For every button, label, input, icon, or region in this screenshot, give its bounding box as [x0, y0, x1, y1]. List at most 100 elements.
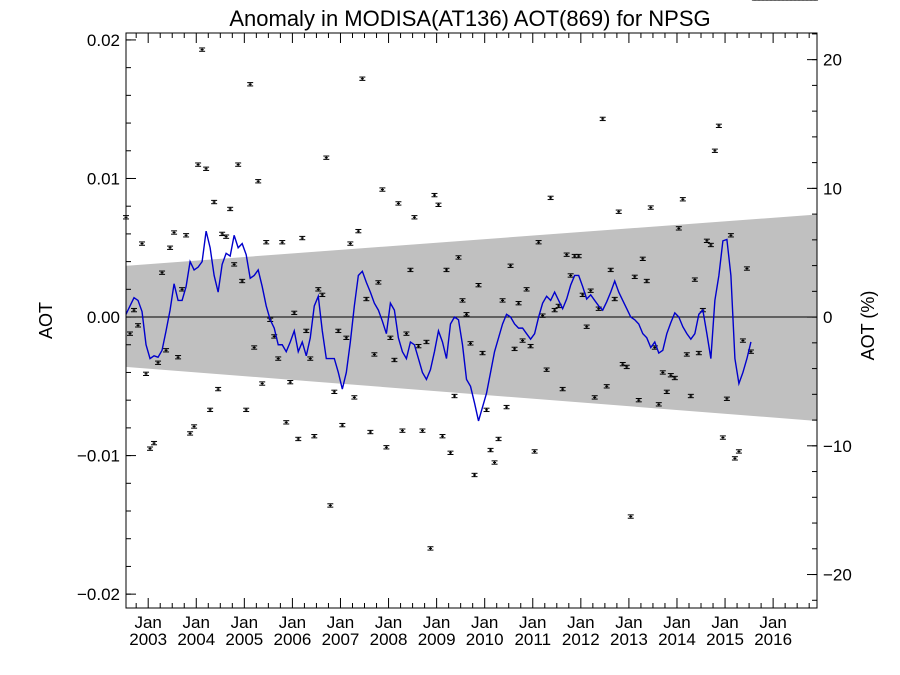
data-point [619, 361, 626, 367]
data-point [203, 166, 210, 171]
data-point [479, 350, 486, 356]
data-point [419, 428, 426, 433]
data-point [331, 389, 338, 395]
x-tick-year: 2004 [177, 630, 215, 649]
x-tick-year: 2006 [273, 630, 311, 649]
x-tick-year: 2013 [610, 630, 648, 649]
x-tick-year: 2008 [370, 630, 408, 649]
data-point [403, 331, 410, 336]
data-point [583, 324, 590, 329]
data-point [159, 270, 166, 275]
x-tick-year: 2012 [562, 630, 600, 649]
y2-axis-label: AOT (%) [858, 291, 878, 361]
x-axis: Jan2003Jan2004Jan2005Jan2006Jan2007Jan20… [129, 33, 810, 649]
data-point [323, 155, 330, 160]
data-point [319, 292, 326, 298]
x-tick-month: Jan [567, 613, 594, 632]
data-point [679, 197, 686, 202]
data-point [179, 287, 186, 292]
data-point [735, 449, 742, 454]
x-tick-year: 2015 [706, 630, 744, 649]
data-point [355, 228, 362, 234]
data-point [539, 313, 546, 318]
data-point [431, 192, 438, 198]
data-point [519, 338, 526, 343]
y2-tick-label: −10 [823, 437, 852, 456]
data-point [711, 148, 718, 153]
data-point [259, 381, 266, 386]
data-point [567, 273, 574, 278]
data-point [371, 352, 378, 357]
data-point [407, 267, 414, 273]
data-point [707, 242, 714, 248]
data-point [683, 352, 690, 357]
data-point [235, 162, 242, 167]
plot-frame [125, 32, 818, 609]
x-tick-year: 2007 [322, 630, 360, 649]
data-point [671, 375, 678, 381]
x-tick-year: 2005 [225, 630, 263, 649]
data-point [287, 379, 294, 385]
data-point [155, 360, 162, 365]
data-point [183, 233, 190, 238]
data-point [439, 434, 446, 439]
data-point [243, 407, 250, 413]
data-point [587, 288, 594, 293]
data-point [255, 179, 262, 184]
data-point [231, 262, 238, 267]
data-point [223, 234, 230, 239]
x-tick-month: Jan [519, 613, 546, 632]
data-point [503, 404, 510, 410]
data-point [663, 389, 670, 395]
plot-area [123, 0, 819, 551]
data-point [535, 240, 542, 245]
data-point [635, 398, 642, 403]
data-point [187, 431, 194, 436]
data-point [139, 241, 146, 246]
data-point [299, 235, 306, 241]
data-point [127, 331, 134, 336]
data-point [207, 407, 214, 413]
data-point [511, 346, 518, 352]
data-point [467, 341, 474, 346]
data-point [723, 396, 730, 401]
data-point [375, 280, 382, 285]
data-point [395, 201, 402, 206]
data-point [691, 277, 698, 282]
data-point [563, 252, 570, 257]
data-point [655, 402, 662, 407]
x-tick-month: Jan [615, 613, 642, 632]
data-point [607, 267, 614, 273]
data-point [295, 436, 302, 442]
data-point [283, 420, 290, 425]
data-point [739, 338, 746, 343]
data-point [423, 339, 430, 345]
data-point [647, 205, 654, 210]
data-point [591, 395, 598, 400]
confidence-envelope [126, 214, 817, 421]
data-point [639, 256, 646, 262]
data-point [363, 296, 370, 302]
data-point [415, 343, 422, 349]
x-tick-month: Jan [759, 613, 786, 632]
y-axis-right: −20 −10 0 10 20 [807, 33, 852, 601]
data-point [151, 440, 158, 446]
x-tick-month: Jan [471, 613, 498, 632]
data-point [315, 287, 322, 292]
data-point [459, 298, 466, 303]
x-tick-month: Jan [183, 613, 210, 632]
data-point [743, 266, 750, 271]
data-point [351, 395, 358, 400]
data-point [359, 76, 366, 81]
data-point [411, 215, 418, 220]
data-point [727, 233, 734, 238]
data-point [339, 422, 346, 428]
data-point [687, 393, 694, 399]
smoothed-series-line [125, 230, 752, 422]
x-tick-year: 2016 [754, 630, 792, 649]
x-tick-year: 2014 [658, 630, 696, 649]
y-tick-label: 0.01 [87, 169, 120, 188]
data-point [719, 435, 726, 440]
data-point [427, 546, 434, 551]
data-point [451, 393, 458, 399]
